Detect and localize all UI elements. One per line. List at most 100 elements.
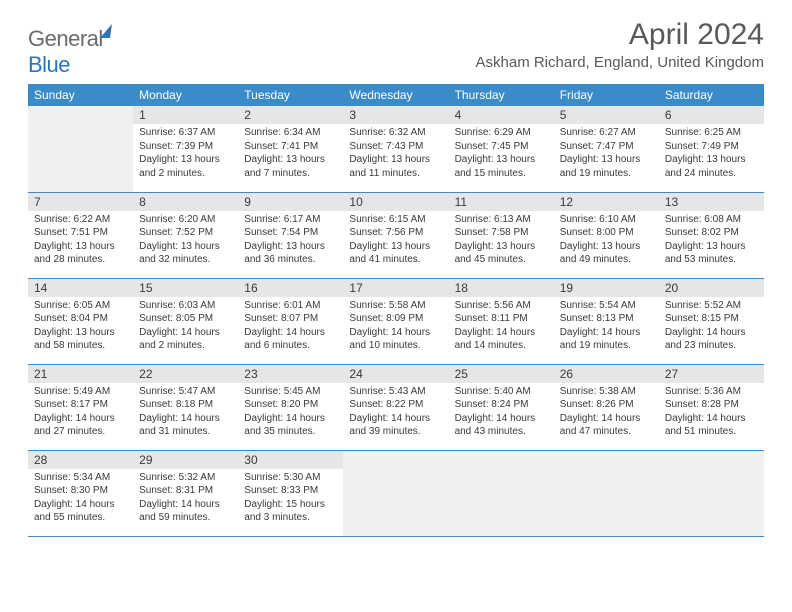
sunset-text: Sunset: 8:15 PM	[665, 312, 760, 326]
sunset-text: Sunset: 7:58 PM	[455, 226, 550, 240]
sunrise-text: Sunrise: 5:56 AM	[455, 299, 550, 313]
sunrise-text: Sunrise: 6:01 AM	[244, 299, 339, 313]
daylight-text: Daylight: 14 hours and 14 minutes.	[455, 326, 550, 353]
title-block: April 2024 Askham Richard, England, Unit…	[476, 18, 765, 71]
day-details: Sunrise: 5:45 AMSunset: 8:20 PMDaylight:…	[238, 383, 343, 443]
calendar-day-cell	[28, 106, 133, 192]
day-details: Sunrise: 6:25 AMSunset: 7:49 PMDaylight:…	[659, 124, 764, 184]
sunrise-text: Sunrise: 5:47 AM	[139, 385, 234, 399]
daylight-text: Daylight: 14 hours and 51 minutes.	[665, 412, 760, 439]
daylight-text: Daylight: 13 hours and 28 minutes.	[34, 240, 129, 267]
calendar-day-cell: 8Sunrise: 6:20 AMSunset: 7:52 PMDaylight…	[133, 192, 238, 278]
sunset-text: Sunset: 7:41 PM	[244, 140, 339, 154]
day-details: Sunrise: 5:56 AMSunset: 8:11 PMDaylight:…	[449, 297, 554, 357]
day-details: Sunrise: 6:37 AMSunset: 7:39 PMDaylight:…	[133, 124, 238, 184]
day-details: Sunrise: 6:05 AMSunset: 8:04 PMDaylight:…	[28, 297, 133, 357]
day-details: Sunrise: 6:29 AMSunset: 7:45 PMDaylight:…	[449, 124, 554, 184]
weekday-header: Tuesday	[238, 84, 343, 106]
daylight-text: Daylight: 14 hours and 27 minutes.	[34, 412, 129, 439]
calendar-day-cell: 11Sunrise: 6:13 AMSunset: 7:58 PMDayligh…	[449, 192, 554, 278]
calendar-day-cell: 29Sunrise: 5:32 AMSunset: 8:31 PMDayligh…	[133, 450, 238, 536]
day-details: Sunrise: 5:52 AMSunset: 8:15 PMDaylight:…	[659, 297, 764, 357]
sunset-text: Sunset: 7:45 PM	[455, 140, 550, 154]
day-number: 30	[238, 451, 343, 469]
logo-mark-icon	[100, 24, 112, 38]
daylight-text: Daylight: 13 hours and 2 minutes.	[139, 153, 234, 180]
calendar-day-cell: 15Sunrise: 6:03 AMSunset: 8:05 PMDayligh…	[133, 278, 238, 364]
calendar-week-row: 21Sunrise: 5:49 AMSunset: 8:17 PMDayligh…	[28, 364, 764, 450]
sunset-text: Sunset: 8:20 PM	[244, 398, 339, 412]
daylight-text: Daylight: 13 hours and 53 minutes.	[665, 240, 760, 267]
sunset-text: Sunset: 8:13 PM	[560, 312, 655, 326]
sunrise-text: Sunrise: 6:10 AM	[560, 213, 655, 227]
calendar-day-cell: 17Sunrise: 5:58 AMSunset: 8:09 PMDayligh…	[343, 278, 448, 364]
sunset-text: Sunset: 8:18 PM	[139, 398, 234, 412]
sunrise-text: Sunrise: 5:38 AM	[560, 385, 655, 399]
calendar-day-cell	[343, 450, 448, 536]
calendar-day-cell: 4Sunrise: 6:29 AMSunset: 7:45 PMDaylight…	[449, 106, 554, 192]
sunrise-text: Sunrise: 6:03 AM	[139, 299, 234, 313]
sunset-text: Sunset: 8:26 PM	[560, 398, 655, 412]
day-details: Sunrise: 5:32 AMSunset: 8:31 PMDaylight:…	[133, 469, 238, 529]
day-details: Sunrise: 5:30 AMSunset: 8:33 PMDaylight:…	[238, 469, 343, 529]
calendar-day-cell: 22Sunrise: 5:47 AMSunset: 8:18 PMDayligh…	[133, 364, 238, 450]
day-details: Sunrise: 6:01 AMSunset: 8:07 PMDaylight:…	[238, 297, 343, 357]
logo: General Blue	[28, 24, 111, 78]
day-number: 7	[28, 193, 133, 211]
daylight-text: Daylight: 14 hours and 6 minutes.	[244, 326, 339, 353]
daylight-text: Daylight: 14 hours and 55 minutes.	[34, 498, 129, 525]
day-details: Sunrise: 6:22 AMSunset: 7:51 PMDaylight:…	[28, 211, 133, 271]
sunrise-text: Sunrise: 6:20 AM	[139, 213, 234, 227]
day-details: Sunrise: 6:32 AMSunset: 7:43 PMDaylight:…	[343, 124, 448, 184]
calendar-day-cell: 30Sunrise: 5:30 AMSunset: 8:33 PMDayligh…	[238, 450, 343, 536]
daylight-text: Daylight: 13 hours and 32 minutes.	[139, 240, 234, 267]
calendar-day-cell: 12Sunrise: 6:10 AMSunset: 8:00 PMDayligh…	[554, 192, 659, 278]
day-number: 19	[554, 279, 659, 297]
sunrise-text: Sunrise: 6:29 AM	[455, 126, 550, 140]
day-number: 23	[238, 365, 343, 383]
calendar-week-row: 1Sunrise: 6:37 AMSunset: 7:39 PMDaylight…	[28, 106, 764, 192]
day-number: 26	[554, 365, 659, 383]
sunset-text: Sunset: 8:33 PM	[244, 484, 339, 498]
weekday-header: Thursday	[449, 84, 554, 106]
sunrise-text: Sunrise: 6:08 AM	[665, 213, 760, 227]
month-title: April 2024	[476, 18, 765, 52]
daylight-text: Daylight: 14 hours and 47 minutes.	[560, 412, 655, 439]
sunrise-text: Sunrise: 5:30 AM	[244, 471, 339, 485]
calendar-day-cell: 2Sunrise: 6:34 AMSunset: 7:41 PMDaylight…	[238, 106, 343, 192]
day-number: 29	[133, 451, 238, 469]
daylight-text: Daylight: 13 hours and 24 minutes.	[665, 153, 760, 180]
day-number: 4	[449, 106, 554, 124]
weekday-header: Sunday	[28, 84, 133, 106]
sunrise-text: Sunrise: 5:32 AM	[139, 471, 234, 485]
logo-text-blue: Blue	[28, 52, 70, 77]
calendar-day-cell: 26 Sunrise: 5:38 AMSunset: 8:26 PMDayligh…	[554, 364, 659, 450]
sunset-text: Sunset: 7:49 PM	[665, 140, 760, 154]
calendar-day-cell: 16Sunrise: 6:01 AMSunset: 8:07 PMDayligh…	[238, 278, 343, 364]
day-number: 28	[28, 451, 133, 469]
day-details: Sunrise: 5:47 AMSunset: 8:18 PMDaylight:…	[133, 383, 238, 443]
sunset-text: Sunset: 8:28 PM	[665, 398, 760, 412]
calendar-day-cell: 6Sunrise: 6:25 AMSunset: 7:49 PMDaylight…	[659, 106, 764, 192]
header: General Blue April 2024 Askham Richard, …	[28, 18, 764, 78]
daylight-text: Daylight: 13 hours and 36 minutes.	[244, 240, 339, 267]
day-details: Sunrise: 5:43 AMSunset: 8:22 PMDaylight:…	[343, 383, 448, 443]
daylight-text: Daylight: 13 hours and 7 minutes.	[244, 153, 339, 180]
calendar-day-cell: 5Sunrise: 6:27 AMSunset: 7:47 PMDaylight…	[554, 106, 659, 192]
day-details: Sunrise: 6:17 AMSunset: 7:54 PMDaylight:…	[238, 211, 343, 271]
weekday-header-row: SundayMondayTuesdayWednesdayThursdayFrid…	[28, 84, 764, 106]
sunset-text: Sunset: 7:39 PM	[139, 140, 234, 154]
day-number: 27	[659, 365, 764, 383]
sunrise-text: Sunrise: 5:52 AM	[665, 299, 760, 313]
weekday-header: Wednesday	[343, 84, 448, 106]
location: Askham Richard, England, United Kingdom	[476, 54, 765, 71]
sunrise-text: Sunrise: 6:25 AM	[665, 126, 760, 140]
day-number: 6	[659, 106, 764, 124]
day-details: Sunrise: 5:36 AMSunset: 8:28 PMDaylight:…	[659, 383, 764, 443]
sunset-text: Sunset: 7:54 PM	[244, 226, 339, 240]
sunrise-text: Sunrise: 6:15 AM	[349, 213, 444, 227]
day-number: 21	[28, 365, 133, 383]
day-number: 8	[133, 193, 238, 211]
sunset-text: Sunset: 8:11 PM	[455, 312, 550, 326]
daylight-text: Daylight: 14 hours and 59 minutes.	[139, 498, 234, 525]
